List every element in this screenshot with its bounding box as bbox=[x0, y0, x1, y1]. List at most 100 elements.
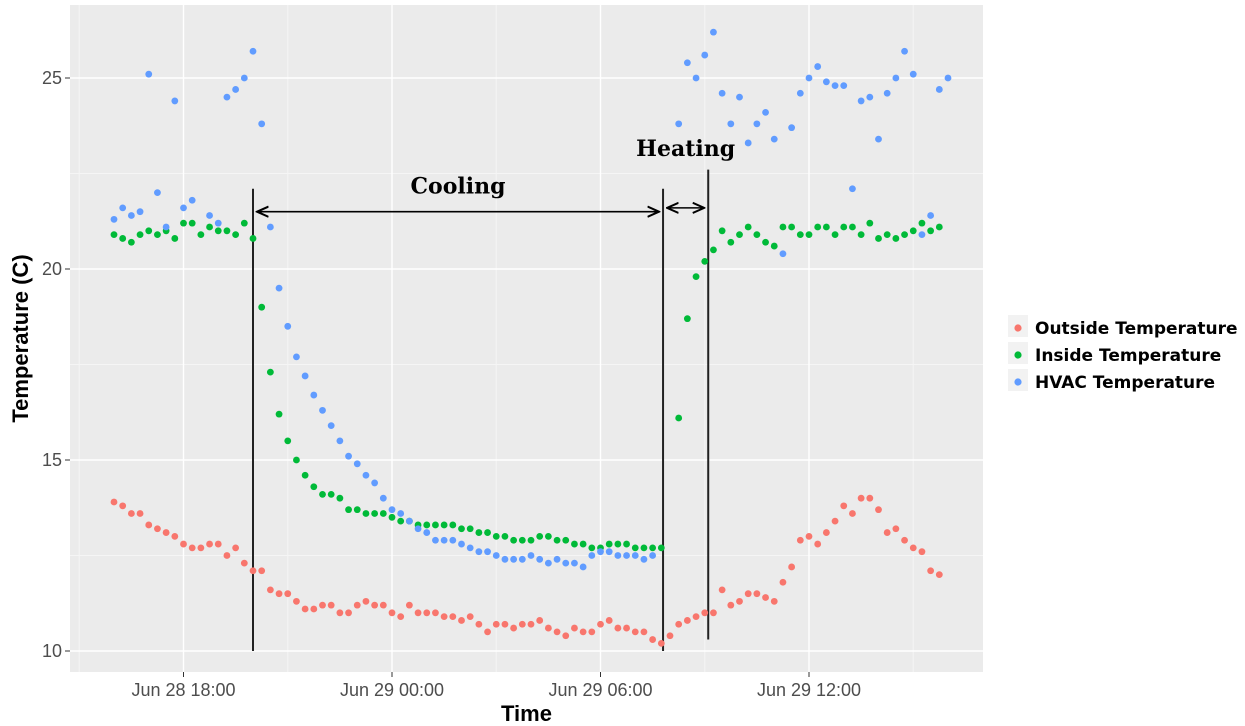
data-point bbox=[266, 586, 274, 594]
data-point bbox=[857, 231, 865, 239]
legend-key bbox=[1014, 351, 1022, 359]
data-point bbox=[188, 196, 196, 204]
data-point bbox=[388, 513, 396, 521]
data-point bbox=[206, 212, 213, 219]
data-point bbox=[449, 521, 457, 529]
axes: 10 15 20 25 Jun 28 18:00 Jun 29 00:00 Jun 29 0… bbox=[42, 68, 861, 700]
data-point bbox=[327, 490, 335, 498]
data-point bbox=[571, 624, 578, 632]
data-point bbox=[901, 231, 908, 239]
data-point bbox=[727, 120, 735, 128]
data-point bbox=[475, 529, 483, 536]
data-point bbox=[405, 517, 413, 525]
data-point bbox=[258, 303, 266, 311]
data-point bbox=[892, 525, 900, 533]
data-point bbox=[510, 624, 518, 632]
data-point bbox=[927, 212, 935, 219]
data-point bbox=[336, 609, 344, 617]
data-point bbox=[484, 529, 491, 536]
data-point bbox=[501, 533, 509, 540]
data-point bbox=[136, 231, 144, 239]
data-point bbox=[275, 284, 283, 292]
data-point bbox=[171, 97, 179, 105]
legend: Outside Temperature Inside Temperature HVA… bbox=[1008, 315, 1238, 393]
data-point bbox=[258, 120, 266, 128]
data-point bbox=[232, 231, 240, 239]
data-point bbox=[805, 74, 813, 82]
data-point bbox=[518, 620, 526, 628]
data-point bbox=[388, 609, 396, 617]
data-point bbox=[692, 74, 700, 82]
data-point bbox=[171, 235, 179, 242]
y-axis-title: Temperature (C) bbox=[8, 254, 33, 422]
data-point bbox=[831, 231, 839, 239]
data-point bbox=[214, 540, 222, 548]
data-point bbox=[510, 536, 518, 544]
data-point bbox=[675, 620, 683, 628]
data-point bbox=[770, 597, 778, 605]
data-point bbox=[779, 250, 787, 258]
data-point bbox=[753, 231, 761, 239]
data-point bbox=[597, 548, 604, 556]
data-point bbox=[927, 567, 935, 575]
data-point bbox=[353, 460, 361, 468]
data-point bbox=[631, 628, 639, 636]
data-point bbox=[145, 521, 153, 529]
data-point bbox=[657, 639, 665, 647]
data-point bbox=[336, 494, 344, 502]
data-point bbox=[197, 544, 205, 552]
annotations: Cooling Heating bbox=[252, 136, 735, 651]
data-point bbox=[458, 540, 465, 548]
series-points bbox=[110, 494, 943, 647]
data-point bbox=[849, 223, 856, 231]
data-point bbox=[536, 617, 544, 624]
data-point bbox=[883, 529, 891, 536]
data-point bbox=[423, 609, 431, 617]
data-point bbox=[188, 544, 196, 552]
data-point bbox=[562, 632, 570, 640]
data-point bbox=[492, 620, 500, 628]
data-point bbox=[145, 70, 153, 78]
data-point bbox=[162, 223, 170, 231]
data-point bbox=[657, 544, 665, 552]
data-point bbox=[293, 597, 300, 605]
data-point bbox=[640, 544, 648, 552]
data-point bbox=[458, 525, 465, 533]
data-point bbox=[875, 135, 882, 143]
data-point bbox=[127, 212, 135, 219]
data-point bbox=[249, 567, 257, 575]
data-point bbox=[536, 555, 544, 563]
data-point bbox=[310, 391, 318, 399]
data-point bbox=[788, 563, 796, 571]
data-point bbox=[492, 552, 500, 559]
data-point bbox=[736, 597, 743, 605]
data-point bbox=[605, 548, 613, 556]
legend-label: HVAC Temperature bbox=[1035, 373, 1215, 393]
data-point bbox=[432, 609, 439, 617]
data-point bbox=[119, 235, 127, 242]
data-point bbox=[362, 510, 370, 517]
data-point bbox=[145, 227, 153, 235]
data-point bbox=[206, 540, 213, 548]
legend-key bbox=[1014, 378, 1022, 386]
data-point bbox=[475, 548, 483, 556]
data-point bbox=[284, 437, 292, 445]
data-point bbox=[119, 502, 127, 510]
data-point bbox=[197, 231, 205, 239]
data-point bbox=[275, 590, 283, 598]
data-point bbox=[484, 628, 491, 636]
data-point bbox=[180, 204, 187, 212]
data-point bbox=[944, 74, 952, 82]
data-point bbox=[736, 93, 743, 101]
data-point bbox=[614, 552, 622, 559]
data-point bbox=[849, 185, 856, 193]
data-point bbox=[162, 529, 170, 536]
data-point bbox=[336, 437, 344, 445]
data-point bbox=[727, 238, 735, 246]
data-point bbox=[440, 613, 448, 621]
data-point bbox=[840, 502, 848, 510]
x-axis-title: Time bbox=[501, 701, 552, 726]
data-point bbox=[640, 628, 648, 636]
data-point bbox=[770, 135, 778, 143]
